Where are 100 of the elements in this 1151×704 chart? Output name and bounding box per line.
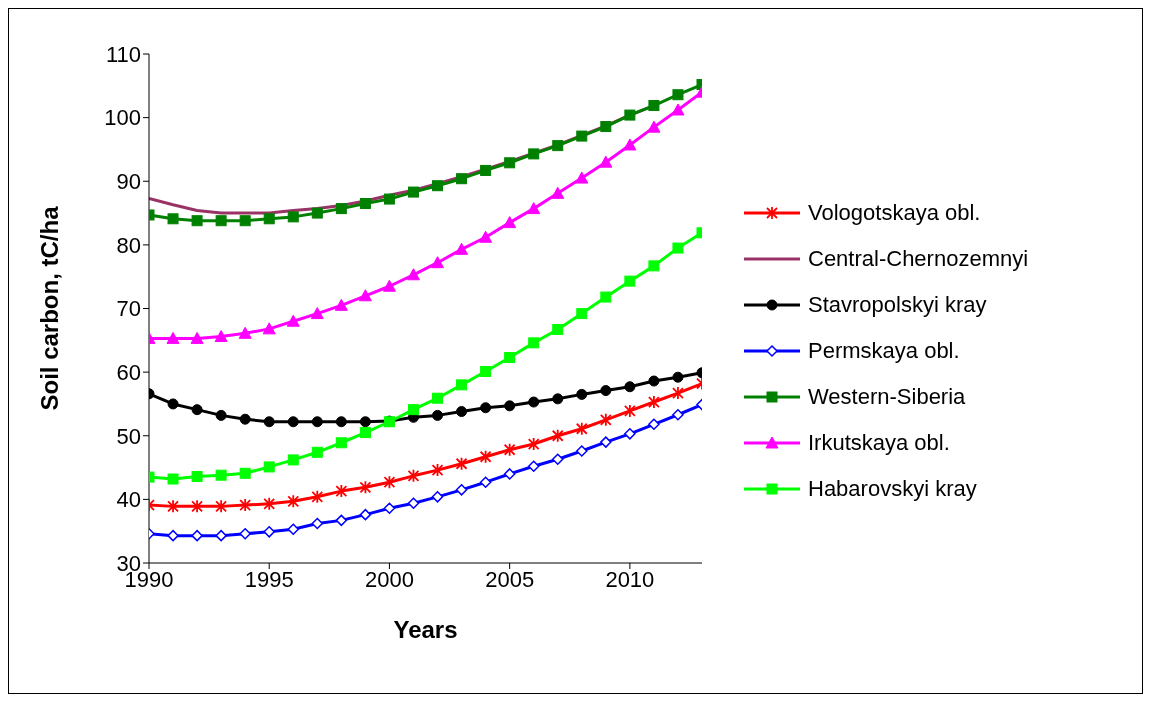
point	[671, 103, 685, 116]
point	[599, 412, 612, 427]
x-axis-title: Years	[393, 616, 458, 643]
point	[672, 409, 684, 421]
point	[191, 470, 203, 482]
point	[672, 386, 684, 401]
point	[432, 392, 444, 404]
point	[359, 508, 372, 521]
point	[287, 416, 299, 428]
point	[359, 198, 371, 210]
point	[191, 404, 203, 416]
point	[648, 100, 660, 112]
point	[407, 497, 420, 509]
point	[503, 468, 516, 480]
point	[167, 529, 179, 542]
point	[238, 326, 252, 339]
point	[239, 467, 251, 479]
point	[527, 437, 540, 451]
point	[480, 164, 492, 176]
point	[600, 385, 612, 397]
legend-label: Permskaya obl.	[808, 338, 960, 364]
point	[335, 416, 347, 428]
point	[166, 331, 180, 344]
point	[215, 469, 227, 481]
point	[456, 379, 468, 391]
point	[311, 517, 324, 530]
legend-label: Stavropolskyi kray	[808, 292, 987, 318]
point	[552, 140, 564, 152]
point	[599, 155, 613, 168]
point	[576, 388, 588, 400]
point	[334, 298, 348, 311]
point	[263, 461, 275, 473]
y-tick-label: 80	[116, 232, 141, 258]
point	[528, 337, 540, 349]
point	[167, 398, 179, 410]
point	[672, 371, 684, 383]
point	[190, 331, 204, 344]
y-tick-label: 50	[116, 423, 141, 449]
point	[406, 268, 420, 281]
point	[504, 157, 516, 169]
point	[287, 523, 300, 536]
point	[432, 409, 444, 421]
y-tick-label: 60	[116, 359, 141, 385]
point	[672, 242, 684, 254]
point	[407, 186, 419, 198]
point	[552, 393, 564, 405]
legend-label: Irkutskaya obl.	[808, 430, 950, 456]
y-tick-label: 110	[105, 41, 141, 67]
point	[479, 230, 493, 243]
point	[624, 275, 636, 287]
point	[358, 289, 372, 302]
point	[335, 484, 348, 498]
point	[359, 416, 371, 428]
legend-label: Western-Siberia	[808, 384, 966, 410]
point	[431, 491, 444, 503]
point	[239, 413, 251, 425]
legend-label: Central-Chernozemnyi	[808, 246, 1029, 272]
point	[647, 120, 661, 133]
point	[479, 449, 492, 464]
point	[167, 499, 179, 514]
y-axis-title: Soil carbon, tC/ha	[35, 205, 63, 411]
point	[310, 307, 324, 320]
point	[214, 330, 228, 342]
point	[600, 291, 612, 303]
point	[551, 186, 565, 199]
legend-label: Habarovskyi kray	[808, 476, 977, 502]
point	[600, 121, 612, 133]
x-tick-label: 2005	[485, 566, 535, 592]
point	[479, 476, 492, 488]
point	[624, 381, 636, 393]
point	[407, 404, 419, 416]
point	[215, 499, 228, 514]
point	[480, 402, 492, 414]
point	[263, 416, 275, 428]
point	[600, 436, 612, 448]
point	[239, 215, 251, 227]
point	[648, 260, 660, 272]
point	[431, 256, 445, 269]
y-tick-label: 100	[104, 105, 141, 131]
point	[383, 475, 396, 490]
point	[648, 395, 660, 409]
point	[383, 193, 395, 205]
point	[335, 203, 347, 215]
point	[648, 375, 660, 387]
point	[167, 213, 179, 225]
point	[527, 202, 541, 215]
point	[551, 428, 564, 443]
point	[432, 180, 444, 192]
point	[528, 148, 540, 160]
point	[624, 428, 636, 440]
point	[382, 279, 396, 292]
point	[576, 308, 588, 320]
point	[191, 529, 203, 542]
point	[456, 406, 468, 418]
point	[623, 138, 637, 151]
y-tick-label: 70	[116, 296, 141, 322]
point	[552, 324, 564, 335]
point	[359, 480, 372, 495]
point	[551, 453, 564, 466]
point	[527, 460, 540, 473]
